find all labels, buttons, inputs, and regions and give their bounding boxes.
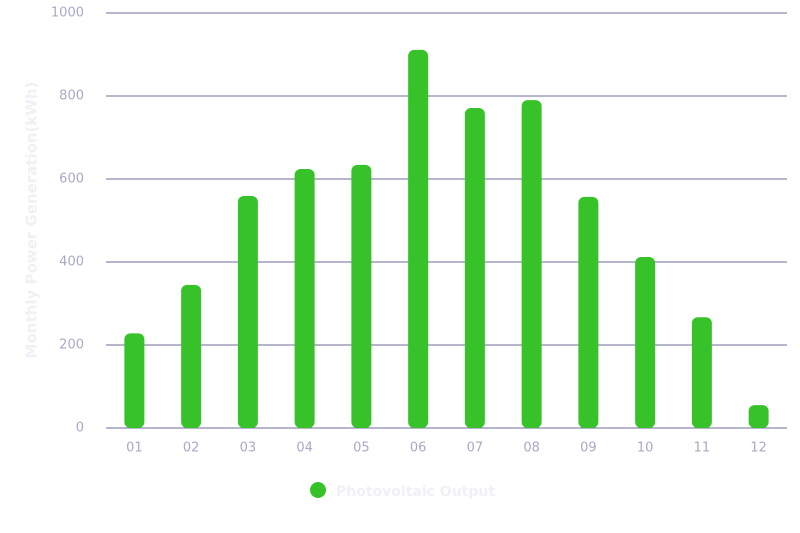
y-tick-label: 400 (59, 255, 84, 270)
x-tick-label: 09 (580, 441, 597, 456)
y-tick-label: 200 (59, 338, 84, 353)
y-tick-label: 0 (76, 421, 84, 436)
x-tick-label: 03 (240, 441, 257, 456)
bar (237, 196, 258, 428)
legend-label: Photovoltaic Output (336, 484, 495, 500)
bar (124, 333, 145, 428)
bar (521, 100, 542, 429)
y-tick-label: 800 (59, 89, 84, 104)
x-tick-label: 08 (523, 441, 540, 456)
y-tick-label: 1000 (51, 6, 84, 21)
x-tick-label: 02 (183, 441, 200, 456)
bar (181, 284, 202, 428)
x-tick-label: 07 (467, 441, 484, 456)
x-tick-label: 04 (296, 441, 313, 456)
y-tick-label: 600 (59, 172, 84, 187)
x-tick-label: 10 (637, 441, 654, 456)
bar (408, 49, 429, 429)
bar (748, 405, 769, 428)
x-tick-label: 05 (353, 441, 370, 456)
x-tick-label: 06 (410, 441, 427, 456)
bar (691, 317, 712, 428)
bar (578, 196, 599, 428)
y-axis-label: Monthly Power Generation(kWh) (23, 82, 41, 359)
bar (464, 108, 485, 428)
legend-marker (310, 482, 326, 498)
bar (294, 169, 315, 429)
bar (351, 164, 372, 428)
x-tick-label: 01 (126, 441, 143, 456)
x-tick-label: 12 (750, 441, 767, 456)
bar (635, 257, 656, 428)
x-tick-label: 11 (694, 441, 711, 456)
